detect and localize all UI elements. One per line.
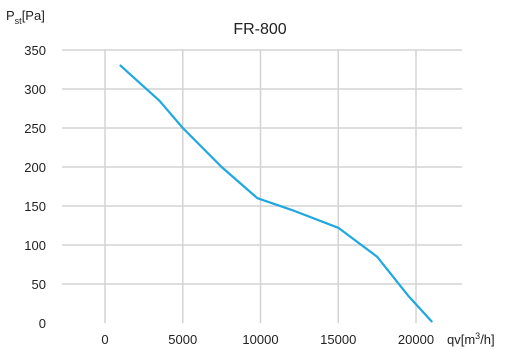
chart-title: FR-800 xyxy=(233,21,286,38)
y-axis-title: Pst[Pa] xyxy=(6,8,45,26)
y-tick-labels: 0 50 100 150 200 250 300 350 xyxy=(24,43,46,331)
series-line xyxy=(119,64,433,323)
y-tick-label: 200 xyxy=(24,160,46,175)
grid xyxy=(62,49,462,323)
x-axis-title-main: qv[m xyxy=(447,332,475,347)
y-tick-label: 50 xyxy=(32,277,46,292)
y-tick-label: 100 xyxy=(24,238,46,253)
y-tick-label: 150 xyxy=(24,199,46,214)
y-axis-title-sub: st xyxy=(15,16,23,26)
series-line-group xyxy=(119,64,433,323)
x-axis-title-rest: /h] xyxy=(480,332,494,347)
x-tick-label: 20000 xyxy=(398,332,434,347)
y-axis-title-unit: [Pa] xyxy=(22,8,45,23)
y-tick-label: 0 xyxy=(39,316,46,331)
x-tick-label: 0 xyxy=(101,332,108,347)
y-tick-label: 350 xyxy=(24,43,46,58)
y-axis-title-main: P xyxy=(6,8,15,23)
x-tick-labels: 0 5000 10000 15000 20000 xyxy=(101,332,434,347)
y-tick-label: 250 xyxy=(24,121,46,136)
x-tick-label: 5000 xyxy=(168,332,197,347)
x-axis-title: qv[m3/h] xyxy=(447,331,495,347)
x-axis-title-sup: 3 xyxy=(475,331,480,341)
x-tick-label: 15000 xyxy=(320,332,356,347)
x-tick-label: 10000 xyxy=(242,332,278,347)
y-tick-label: 300 xyxy=(24,82,46,97)
